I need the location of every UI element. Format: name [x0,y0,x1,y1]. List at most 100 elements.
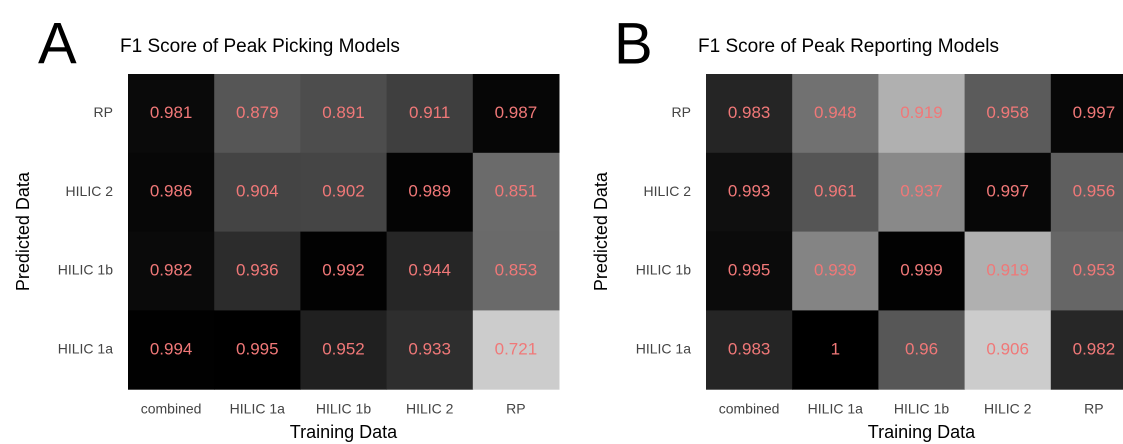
heatmap-cell [792,310,879,390]
cell-label: 0.937 [900,182,943,201]
y-tick-label: RP [672,104,691,120]
heatmap-cell [878,74,966,154]
x-tick-label: HILIC 1b [316,401,371,417]
heatmap-cell [214,74,301,154]
x-tick-label: combined [719,401,780,417]
heatmap-cell [128,310,215,390]
heatmap-cell [878,152,966,233]
chart-title: F1 Score of Peak Picking Models [120,36,400,57]
cell-label: 0.982 [1073,339,1116,358]
heatmap-cell [706,152,793,233]
cell-label: 0.983 [728,339,771,358]
cell-label: 0.96 [905,339,938,358]
cell-label: 0.879 [236,103,279,122]
heatmap-cell [386,74,474,154]
cell-label: 0.956 [1073,182,1116,201]
heatmap-cell [386,152,474,233]
chart-title: F1 Score of Peak Reporting Models [698,36,999,57]
heatmap-cell [964,74,1052,154]
y-tick-label: HILIC 1a [58,341,113,357]
heatmap-cell [214,152,301,233]
cell-label: 0.851 [495,182,538,201]
cell-label: 0.982 [150,260,193,279]
y-axis-label: Predicted Data [591,171,611,291]
cell-label: 0.853 [495,260,538,279]
heatmap-cell [300,231,388,311]
panel-label: A [38,11,77,76]
x-tick-label: RP [1084,401,1103,417]
cell-label: 0.987 [495,103,538,122]
cell-label: 0.983 [728,103,771,122]
cell-label: 0.919 [986,260,1029,279]
cell-label: 0.961 [814,182,857,201]
cell-label: 0.904 [236,182,279,201]
heatmap-cell [472,74,560,154]
heatmap-cell [472,310,560,390]
heatmap-cell [964,310,1052,390]
cell-label: 0.981 [150,103,193,122]
y-tick-label: HILIC 2 [644,183,692,199]
heatmap-cell [706,74,793,154]
cell-label: 0.933 [408,339,451,358]
heatmap-cell [878,310,966,390]
x-tick-label: HILIC 1b [894,401,949,417]
y-tick-label: HILIC 1b [58,262,113,278]
x-tick-label: HILIC 1a [808,401,863,417]
y-tick-label: HILIC 2 [66,183,114,199]
heatmap-cell [964,231,1052,311]
heatmap-cell [300,152,388,233]
heatmap-cell [214,310,301,390]
y-tick-label: HILIC 1b [636,262,691,278]
heatmap-cell [706,310,793,390]
heatmap-cell [792,231,879,311]
cell-label: 0.994 [150,339,193,358]
x-axis-label: Training Data [290,422,398,442]
cell-label: 0.958 [986,103,1029,122]
cell-label: 0.989 [408,182,451,201]
cell-label: 0.995 [728,260,771,279]
cell-label: 0.997 [986,182,1029,201]
cell-label: 0.992 [322,260,365,279]
cell-label: 0.952 [322,339,365,358]
cell-label: 0.939 [814,260,857,279]
cell-label: 0.906 [986,339,1029,358]
heatmap-cell [1050,310,1123,390]
cell-label: 0.997 [1073,103,1116,122]
heatmap-cell [792,152,879,233]
y-tick-label: RP [94,104,113,120]
heatmap-cell [300,74,388,154]
heatmap-cell [1050,231,1123,311]
heatmap-cell [300,310,388,390]
cell-label: 0.953 [1073,260,1116,279]
heatmap-cell [472,152,560,233]
heatmap-cell [128,74,215,154]
y-axis-label: Predicted Data [13,171,33,291]
cell-label: 0.948 [814,103,857,122]
cell-label: 0.721 [495,339,538,358]
heatmap-cell [472,231,560,311]
cell-label: 0.944 [408,260,451,279]
x-tick-label: RP [506,401,525,417]
heatmap-cell [214,231,301,311]
y-tick-label: HILIC 1a [636,341,691,357]
heatmap-cell [1050,152,1123,233]
cell-label: 0.999 [900,260,943,279]
heatmap-cell [964,152,1052,233]
x-tick-label: HILIC 2 [984,401,1032,417]
x-tick-label: HILIC 1a [230,401,285,417]
cell-label: 0.995 [236,339,279,358]
heatmap-cell [128,152,215,233]
cell-label: 1 [831,339,840,358]
cell-label: 0.993 [728,182,771,201]
cell-label: 0.911 [409,103,450,122]
cell-label: 0.891 [322,103,365,122]
cell-label: 0.936 [236,260,279,279]
heatmap-cell [386,310,474,390]
x-tick-label: HILIC 2 [406,401,454,417]
heatmap-cell [1050,74,1123,154]
heatmap-cell [128,231,215,311]
heatmap-cell [706,231,793,311]
x-tick-label: combined [141,401,202,417]
cell-label: 0.919 [900,103,943,122]
x-axis-label: Training Data [868,422,976,442]
